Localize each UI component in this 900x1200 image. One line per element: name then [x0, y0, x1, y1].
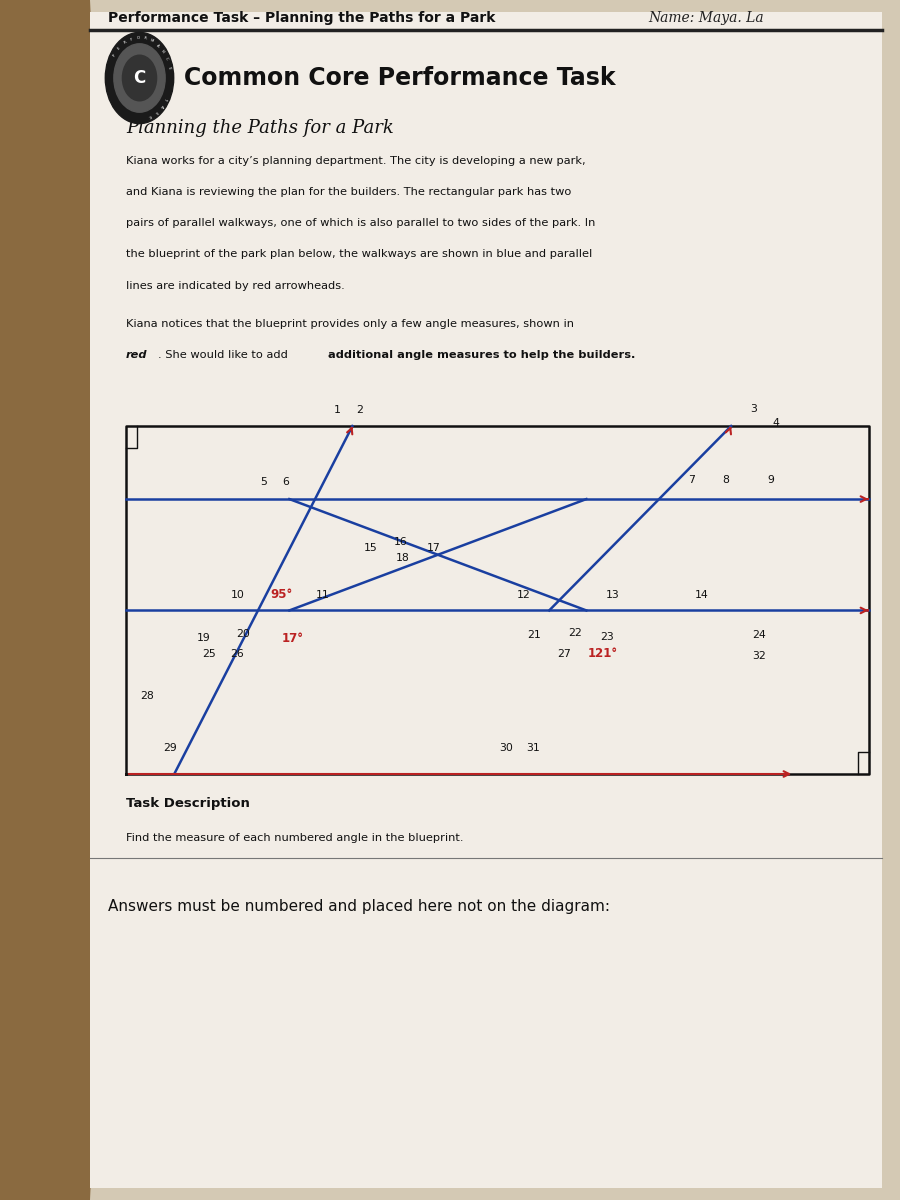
Text: the blueprint of the park plan below, the walkways are shown in blue and paralle: the blueprint of the park plan below, th…	[126, 250, 592, 259]
Text: 12: 12	[517, 589, 530, 600]
Circle shape	[122, 55, 157, 101]
Text: 21: 21	[527, 630, 541, 641]
Text: 4: 4	[772, 418, 779, 427]
Text: and Kiana is reviewing the plan for the builders. The rectangular park has two: and Kiana is reviewing the plan for the …	[126, 187, 572, 197]
Text: lines are indicated by red arrowheads.: lines are indicated by red arrowheads.	[126, 281, 345, 290]
Text: 7: 7	[688, 475, 695, 485]
Text: 24: 24	[752, 630, 766, 641]
Text: Name: Maya. La: Name: Maya. La	[648, 11, 763, 25]
Text: 31: 31	[526, 743, 540, 752]
Text: E: E	[166, 66, 171, 70]
Text: M: M	[148, 38, 154, 43]
Circle shape	[105, 32, 174, 124]
Text: R: R	[122, 41, 127, 46]
Text: 9: 9	[767, 475, 774, 485]
Text: 14: 14	[695, 589, 708, 600]
Text: P: P	[112, 53, 117, 58]
Text: 11: 11	[316, 589, 329, 600]
Circle shape	[113, 43, 166, 113]
Text: O: O	[136, 36, 140, 40]
Text: 95°: 95°	[271, 588, 293, 601]
Text: R: R	[143, 36, 147, 41]
Text: 3: 3	[750, 403, 757, 414]
Text: F: F	[130, 37, 133, 42]
Text: Answers must be numbered and placed here not on the diagram:: Answers must be numbered and placed here…	[108, 899, 610, 913]
Text: red: red	[126, 350, 148, 360]
Text: 20: 20	[237, 629, 250, 640]
FancyBboxPatch shape	[90, 12, 882, 1188]
Text: 5: 5	[260, 476, 266, 487]
Text: 26: 26	[230, 649, 244, 659]
Text: Common Core Performance Task: Common Core Performance Task	[184, 66, 616, 90]
Text: Task Description: Task Description	[126, 798, 250, 810]
Text: 121°: 121°	[588, 648, 617, 660]
Text: 22: 22	[568, 629, 582, 638]
Text: S: S	[154, 109, 158, 114]
Text: 8: 8	[723, 475, 729, 485]
Text: C: C	[133, 68, 146, 86]
Text: 29: 29	[164, 743, 177, 752]
Text: 30: 30	[500, 743, 513, 752]
Polygon shape	[0, 0, 117, 1200]
Text: 23: 23	[600, 632, 614, 642]
Text: 19: 19	[197, 634, 211, 643]
Text: N: N	[160, 49, 165, 54]
Text: A: A	[159, 103, 164, 108]
Text: Planning the Paths for a Park: Planning the Paths for a Park	[126, 120, 394, 138]
Text: 6: 6	[283, 476, 289, 487]
Text: 17°: 17°	[282, 632, 304, 646]
Text: 2: 2	[356, 406, 364, 415]
Text: 13: 13	[606, 589, 619, 600]
Text: 32: 32	[752, 650, 766, 661]
Text: 16: 16	[394, 536, 408, 546]
Text: Find the measure of each numbered angle in the blueprint.: Find the measure of each numbered angle …	[126, 833, 464, 842]
Text: 27: 27	[557, 649, 571, 659]
Text: 17: 17	[428, 542, 441, 553]
Text: . She would like to add: . She would like to add	[158, 350, 291, 360]
Text: 18: 18	[395, 552, 410, 563]
Text: T: T	[163, 96, 168, 100]
Text: E: E	[117, 46, 122, 50]
Text: 15: 15	[364, 542, 378, 553]
Text: A: A	[155, 43, 159, 48]
Text: Kiana notices that the blueprint provides only a few angle measures, shown in: Kiana notices that the blueprint provide…	[126, 319, 574, 329]
Text: Kiana works for a city’s planning department. The city is developing a new park,: Kiana works for a city’s planning depart…	[126, 156, 586, 166]
Text: 28: 28	[140, 691, 154, 701]
Text: pairs of parallel walkways, one of which is also parallel to two sides of the pa: pairs of parallel walkways, one of which…	[126, 218, 596, 228]
Text: 1: 1	[334, 406, 341, 415]
Text: C: C	[164, 58, 168, 61]
Text: Performance Task – Planning the Paths for a Park: Performance Task – Planning the Paths fo…	[108, 11, 495, 25]
Text: additional angle measures to help the builders.: additional angle measures to help the bu…	[328, 350, 636, 360]
Text: 10: 10	[230, 589, 244, 600]
Text: K: K	[148, 113, 152, 118]
Text: 25: 25	[202, 649, 216, 659]
